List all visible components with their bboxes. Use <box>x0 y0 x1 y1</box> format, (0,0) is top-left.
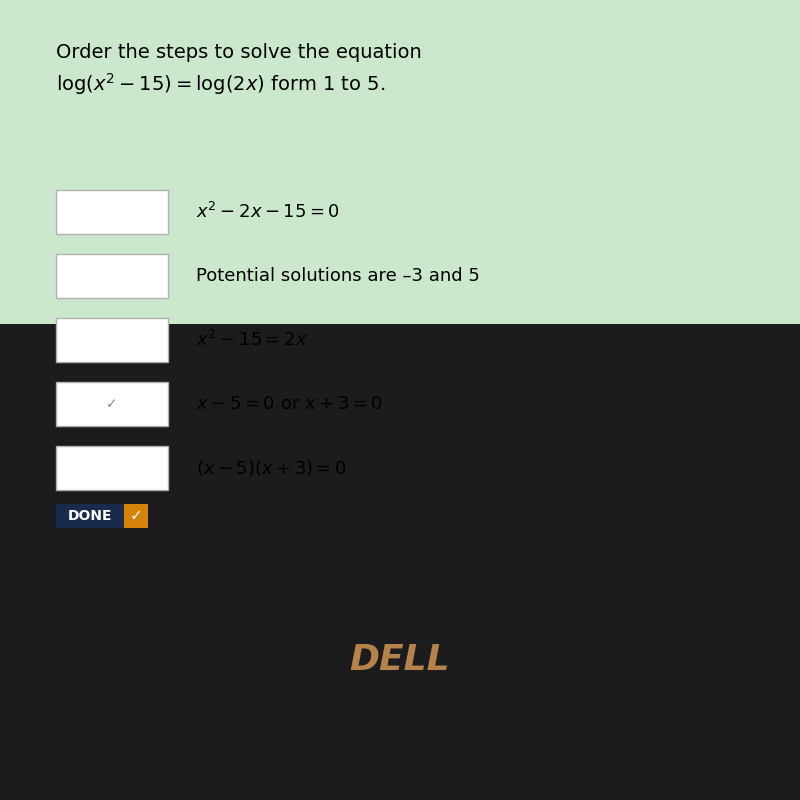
Text: Order the steps to solve the equation: Order the steps to solve the equation <box>56 42 422 62</box>
Bar <box>56 190 168 234</box>
Bar <box>0 324 800 800</box>
Text: $x^2 - 2x - 15 = 0$: $x^2 - 2x - 15 = 0$ <box>196 202 340 222</box>
Text: $x^2 - 15 = 2x$: $x^2 - 15 = 2x$ <box>196 330 308 350</box>
Text: DELL: DELL <box>350 643 450 677</box>
Text: DONE: DONE <box>68 509 112 523</box>
Text: ✓: ✓ <box>130 509 142 523</box>
Text: $\mathregular{log}(x^2 - 15) = \mathregular{log}(2x)$ form 1 to 5.: $\mathregular{log}(x^2 - 15) = \mathregu… <box>56 71 386 97</box>
Text: Potential solutions are –3 and 5: Potential solutions are –3 and 5 <box>196 267 480 285</box>
Bar <box>56 254 168 298</box>
Text: ✓: ✓ <box>106 397 118 411</box>
Bar <box>56 318 168 362</box>
Bar <box>56 446 168 490</box>
Bar <box>56 504 124 528</box>
Bar <box>124 504 148 528</box>
Text: $(x - 5)(x + 3) = 0$: $(x - 5)(x + 3) = 0$ <box>196 458 346 478</box>
Bar <box>0 0 800 324</box>
Text: $x - 5 = 0\ \mathregular{or}\ x + 3 = 0$: $x - 5 = 0\ \mathregular{or}\ x + 3 = 0$ <box>196 395 382 413</box>
Bar <box>56 382 168 426</box>
